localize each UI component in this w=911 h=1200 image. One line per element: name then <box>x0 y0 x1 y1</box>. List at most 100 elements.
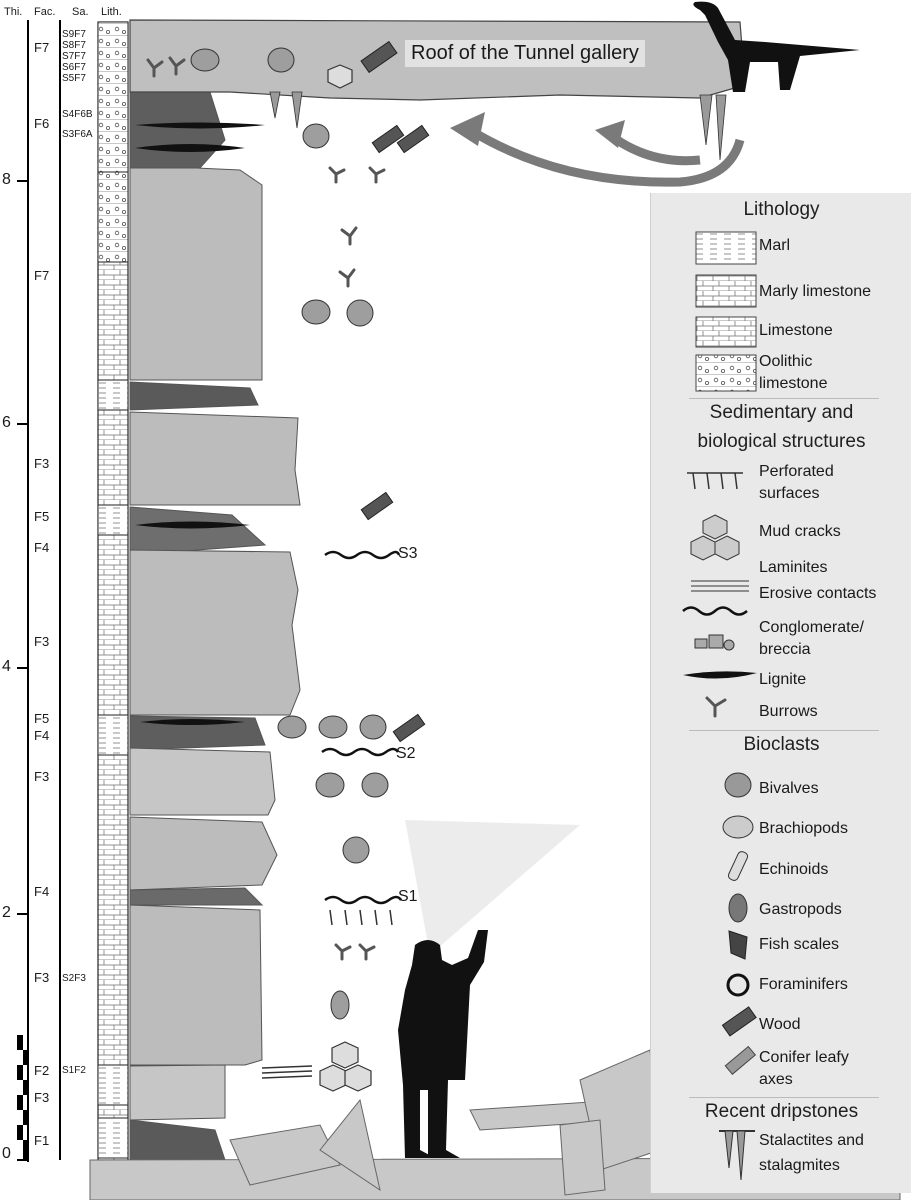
bivalve-icon <box>724 772 752 798</box>
sample-label: S3F6A <box>62 129 93 140</box>
facies-label: F5 <box>34 711 50 726</box>
tick-label-8: 8 <box>2 171 11 188</box>
facies-label: F2 <box>34 1063 50 1078</box>
surface-label-s2: S2 <box>396 745 416 762</box>
header-facies: Fac. <box>34 6 56 18</box>
legend-structure-icons <box>682 472 757 718</box>
facies-label: F3 <box>34 769 50 784</box>
foraminifer-icon <box>726 973 750 997</box>
mud-cracks-icon <box>319 64 372 1092</box>
tick-label-0: 0 <box>2 1145 11 1162</box>
legend-oolitic-2: limestone <box>759 375 828 392</box>
explorer-silhouette <box>398 930 488 1158</box>
brachiopod-icon <box>722 815 754 839</box>
lignite-icon <box>683 671 757 679</box>
perforated-surface-marks <box>329 909 393 926</box>
legend-stal-2: stalagmites <box>759 1157 840 1174</box>
sample-label: S5F7 <box>62 73 86 84</box>
arrow-head-1 <box>450 112 485 146</box>
flashlight-beam <box>405 820 580 955</box>
surface-label-s3: S3 <box>398 545 418 562</box>
sample-label: S7F7 <box>62 51 86 62</box>
legend-bivalves: Bivalves <box>759 780 819 797</box>
tick-label-2: 2 <box>2 904 11 921</box>
legend-dripstone-icon <box>719 1130 755 1181</box>
legend-conifer-2: axes <box>759 1071 793 1088</box>
burrow-markers <box>146 56 386 961</box>
perforated-icon <box>687 472 743 490</box>
erosive-contact-icon <box>682 606 748 616</box>
marly-limestone-swatch <box>695 274 757 308</box>
dinosaur-icon <box>693 1 860 93</box>
tick-label-6: 6 <box>2 414 11 431</box>
legend-fish-scales: Fish scales <box>759 936 840 953</box>
facies-label: F3 <box>34 970 50 985</box>
legend-wood: Wood <box>759 1016 801 1033</box>
facies-label: F3 <box>34 634 50 649</box>
legend-bioclasts-title: Bioclasts <box>743 734 820 755</box>
legend-conifer-1: Conifer leafy <box>759 1049 849 1066</box>
sample-label: S8F7 <box>62 40 86 51</box>
facies-label: F4 <box>34 728 50 743</box>
wood-icon <box>721 1006 757 1037</box>
legend-limestone: Limestone <box>759 322 833 339</box>
legend-stal-1: Stalactites and <box>759 1132 864 1149</box>
header-lithology: Lith. <box>101 6 122 18</box>
oolitic-swatch <box>695 354 757 392</box>
legend-conglomerate-1: Conglomerate/ <box>759 619 864 636</box>
header-thickness: Thi. <box>4 6 23 18</box>
wood-markers <box>360 40 430 743</box>
conifer-icon <box>724 1045 757 1075</box>
legend-burrows: Burrows <box>759 703 818 720</box>
mud-cracks-icon <box>690 514 740 561</box>
lignite-lenses <box>135 122 265 725</box>
gastropod-icon <box>728 893 748 923</box>
arrow-head-2 <box>595 120 625 148</box>
legend-structures-title-1: Sedimentary and <box>709 402 854 423</box>
header-samples: Sa. <box>72 6 89 18</box>
legend-marly-limestone: Marly limestone <box>759 283 872 300</box>
marl-swatch <box>695 231 757 265</box>
echinoid-icon <box>727 851 749 881</box>
legend-mud-cracks: Mud cracks <box>759 523 841 540</box>
fish-scale-icon <box>728 930 748 960</box>
legend-structures-title-2: biological structures <box>697 431 866 452</box>
facies-label: F1 <box>34 1133 50 1148</box>
facies-label: F6 <box>34 116 50 131</box>
surface-label-s1: S1 <box>398 888 418 905</box>
legend-erosive: Erosive contacts <box>759 585 877 602</box>
legend-gastropods: Gastropods <box>759 901 842 918</box>
legend-lithology-title: Lithology <box>743 199 820 220</box>
burrow-icon <box>705 696 727 718</box>
erosive-contacts <box>321 550 403 905</box>
limestone-swatch <box>695 316 757 348</box>
legend-perforated-1: Perforated <box>759 463 834 480</box>
tick-label-4: 4 <box>2 658 11 675</box>
facies-label: F4 <box>34 540 50 555</box>
sample-label: S6F7 <box>62 62 86 73</box>
facies-label: F3 <box>34 456 50 471</box>
sample-label: S2F3 <box>62 973 86 984</box>
outcrop-profile <box>129 87 301 1161</box>
legend-panel: Lithology Marl Marly limestone Limestone… <box>650 193 911 1193</box>
legend-lignite: Lignite <box>759 671 807 688</box>
facies-label: F7 <box>34 268 50 283</box>
legend-dripstones-title: Recent dripstones <box>704 1101 859 1122</box>
legend-conglomerate-2: breccia <box>759 641 811 658</box>
roof-label: Roof of the Tunnel gallery <box>405 40 645 67</box>
legend-perforated-2: surfaces <box>759 485 820 502</box>
sample-label: S4F6B <box>62 109 93 120</box>
legend-lithology-swatches <box>695 231 757 392</box>
facies-label: F4 <box>34 884 50 899</box>
laminites-icon <box>691 580 749 592</box>
stalactites <box>269 91 727 161</box>
fossil-markers <box>190 47 389 1020</box>
legend-laminites: Laminites <box>759 559 828 576</box>
legend-brachiopods: Brachiopods <box>759 820 848 837</box>
legend-marl: Marl <box>759 237 791 254</box>
conglomerate-icon <box>694 634 735 651</box>
thickness-axis <box>17 20 29 1162</box>
legend-oolitic-1: Oolithic <box>759 353 813 370</box>
sample-label: S9F7 <box>62 29 86 40</box>
